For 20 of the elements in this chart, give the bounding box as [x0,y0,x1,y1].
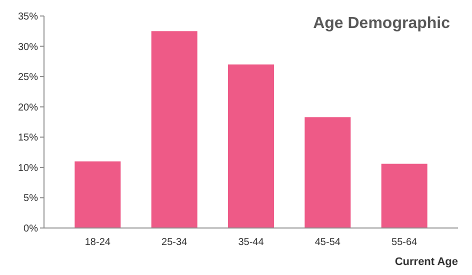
x-tick-label: 45-54 [314,237,341,248]
bar [381,164,428,228]
x-axis-title: Current Age [394,256,458,268]
chart-title: Age Demographic [313,15,450,32]
x-tick-label: 35-44 [238,237,264,248]
x-tick-label: 55-64 [392,237,418,248]
x-tick-label: 25-34 [162,237,188,248]
y-tick-label: 25% [18,72,38,84]
y-tick-label: 35% [18,12,38,22]
y-tick-label: 15% [18,132,38,144]
bar [74,161,121,228]
y-tick-label: 20% [18,102,38,114]
bar [304,117,351,228]
y-tick-label: 10% [18,162,38,174]
bar [151,31,198,228]
y-tick-label: 0% [24,224,38,234]
x-tick-label: 18-24 [84,237,111,248]
y-tick-label: 5% [24,193,38,204]
y-tick-label: 30% [18,42,38,53]
bar [228,64,274,228]
